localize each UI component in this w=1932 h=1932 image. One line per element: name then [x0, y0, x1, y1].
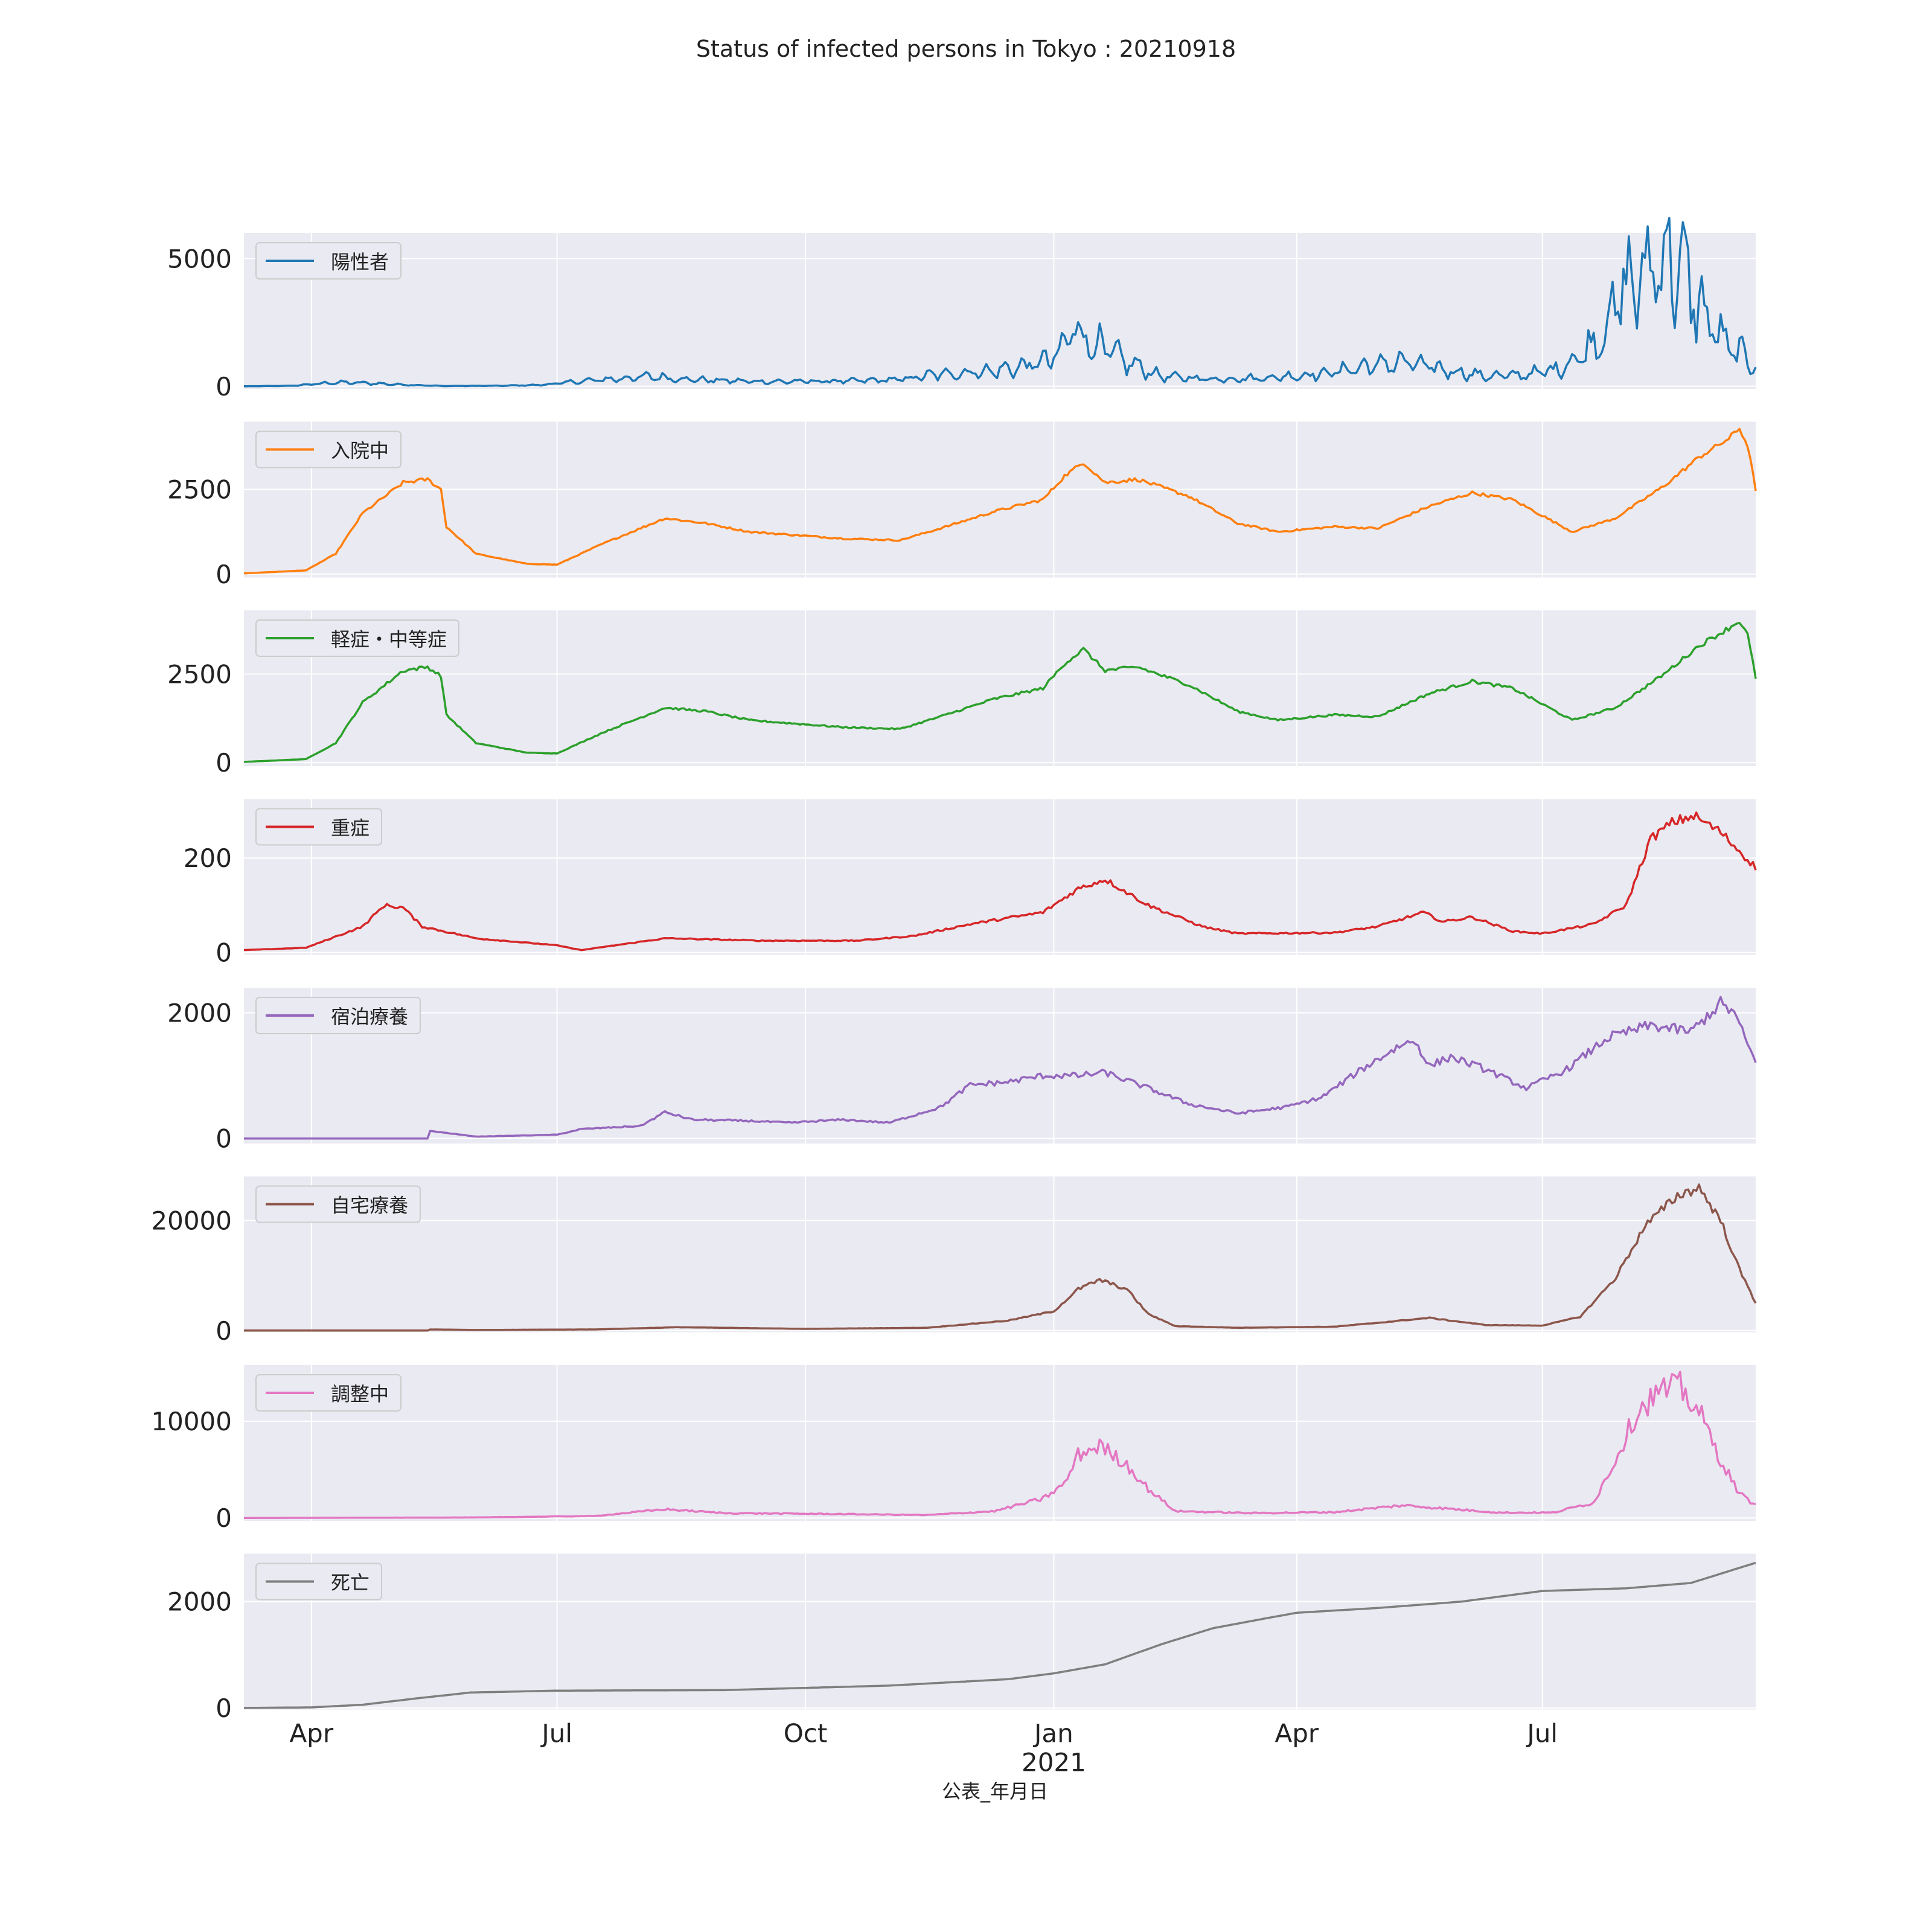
subplot: 0 20000 自宅療養: [151, 1177, 1756, 1346]
y-tick-label: 0: [216, 1694, 232, 1723]
legend: 調整中: [256, 1375, 401, 1411]
plot-background: [244, 988, 1756, 1144]
x-tick-label: Apr: [289, 1719, 333, 1748]
y-tick-label: 0: [216, 372, 232, 401]
y-tick-label: 0: [216, 1316, 232, 1346]
legend-label: 重症: [331, 817, 369, 840]
legend-label: 宿泊療養: [331, 1005, 408, 1028]
legend: 重症: [256, 809, 382, 845]
y-tick-label: 0: [216, 748, 232, 778]
legend: 自宅療養: [256, 1186, 420, 1223]
legend-label: 入院中: [331, 440, 389, 462]
plot-background: [244, 799, 1756, 955]
x-tick-sublabel: 2021: [1022, 1748, 1086, 1777]
plot-background: [244, 1365, 1756, 1521]
y-tick-label: 0: [216, 1124, 232, 1154]
plot-background: [244, 1554, 1756, 1710]
legend-label: 死亡: [331, 1572, 369, 1595]
plot-background: [244, 610, 1756, 766]
legend: 宿泊療養: [256, 997, 420, 1034]
plot-background: [244, 233, 1756, 389]
y-tick-label: 10000: [151, 1407, 232, 1436]
y-tick-label: 0: [216, 1503, 232, 1533]
subplot: 0 2500 軽症・中等症: [167, 610, 1756, 778]
subplot: 0 10000 調整中: [151, 1365, 1756, 1533]
legend-label: 軽症・中等症: [331, 628, 447, 651]
x-tick-label: Jul: [1525, 1719, 1558, 1748]
x-tick-label: Jan: [1032, 1719, 1073, 1748]
legend-label: 陽性者: [331, 251, 389, 273]
legend: 軽症・中等症: [256, 620, 459, 656]
y-tick-label: 200: [184, 843, 232, 873]
legend-label: 調整中: [331, 1383, 389, 1406]
subplot: 0 5000 陽性者: [167, 218, 1756, 401]
chart-title: Status of infected persons in Tokyo : 20…: [696, 36, 1236, 62]
x-axis-label: 公表_年月日: [942, 1780, 1048, 1803]
y-tick-label: 20000: [151, 1206, 232, 1235]
y-tick-label: 0: [216, 938, 232, 968]
y-tick-label: 2500: [167, 475, 232, 505]
x-tick-label: Oct: [784, 1719, 828, 1748]
subplot: 0 2000 宿泊療養: [167, 988, 1756, 1154]
y-tick-label: 5000: [167, 244, 232, 273]
y-tick-label: 0: [216, 560, 232, 589]
legend: 死亡: [256, 1564, 382, 1600]
plot-background: [244, 1177, 1756, 1332]
legend: 入院中: [256, 432, 401, 468]
y-tick-label: 2000: [167, 999, 232, 1028]
subplot: 0 200 重症: [184, 799, 1756, 968]
y-tick-label: 2000: [167, 1587, 232, 1617]
legend-label: 自宅療養: [331, 1194, 408, 1217]
plot-background: [244, 422, 1756, 578]
y-tick-label: 2500: [167, 660, 232, 689]
legend: 陽性者: [256, 243, 401, 279]
x-tick-label: Jul: [540, 1719, 572, 1748]
subplot-stack: 0 5000 陽性者 0 2500 入院中 0 2500 軽症・中等症 0 200 重症 0 2000 宿泊…: [151, 218, 1756, 1777]
x-tick-label: Apr: [1275, 1719, 1319, 1748]
subplot: 0 2500 入院中: [167, 422, 1756, 589]
